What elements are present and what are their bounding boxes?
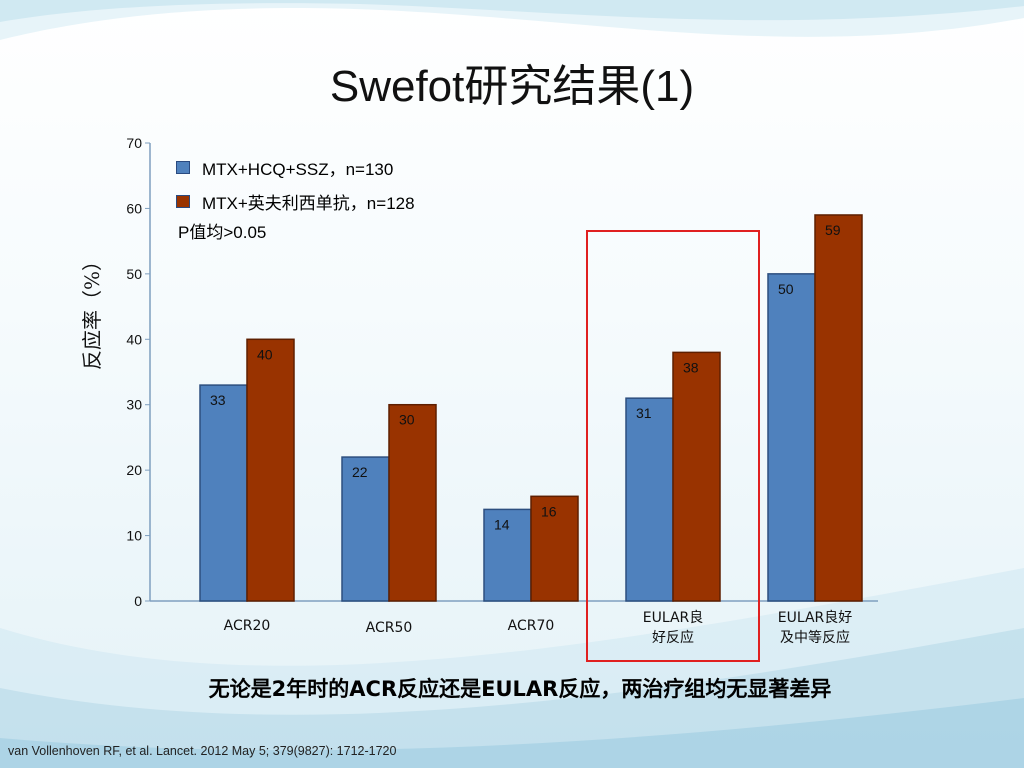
x-tick-label: 及中等反应 — [780, 629, 850, 646]
bar-1 — [625, 397, 674, 602]
data-label: 22 — [352, 464, 368, 480]
y-tick-label: 50 — [126, 266, 142, 282]
x-tick-label: EULAR良好 — [778, 610, 853, 626]
bar-2 — [530, 495, 579, 602]
bar-2 — [672, 351, 721, 602]
chart-legend: MTX+HCQ+SSZ，n=130 MTX+英夫利西单抗，n=128 P值均>0… — [176, 150, 415, 248]
y-tick-label: 70 — [126, 135, 142, 151]
legend-label-series1: MTX+HCQ+SSZ，n=130 — [202, 159, 394, 179]
y-tick-label: 0 — [134, 593, 142, 609]
x-tick-label: ACR70 — [508, 618, 555, 634]
y-tick-label: 30 — [126, 397, 142, 413]
y-axis-label: 反应率（%） — [80, 250, 104, 370]
highlight-box — [586, 230, 760, 662]
legend-swatch-series2 — [176, 194, 190, 208]
legend-label-series2: MTX+英夫利西单抗，n=128 — [202, 193, 415, 213]
data-label: 50 — [778, 281, 794, 297]
data-label: 33 — [210, 392, 226, 408]
bar-2 — [388, 403, 437, 602]
data-label: 38 — [683, 359, 699, 375]
x-tick-label: ACR20 — [224, 618, 271, 634]
y-tick-label: 10 — [126, 528, 142, 544]
data-label: 16 — [541, 503, 557, 519]
citation: van Vollenhoven RF, et al. Lancet. 2012 … — [8, 744, 397, 758]
page-title: Swefot研究结果(1) — [329, 62, 695, 111]
x-tick-label: ACR50 — [366, 620, 413, 636]
data-label: 40 — [257, 346, 273, 362]
bar-1 — [341, 456, 390, 602]
x-tick-label: EULAR良 — [643, 610, 704, 626]
y-tick-label: 60 — [126, 200, 142, 216]
legend-item-series1: MTX+HCQ+SSZ，n=130 — [176, 150, 415, 184]
bar-1 — [199, 384, 248, 602]
bar-1 — [483, 508, 532, 602]
data-label: 14 — [494, 516, 510, 532]
data-label: 59 — [825, 222, 841, 238]
data-label: 30 — [399, 412, 415, 428]
x-tick-label: 好反应 — [652, 629, 694, 646]
conclusion-text: 无论是2年时的ACR反应还是EULAR反应，两治疗组均无显著差异 — [208, 677, 832, 701]
y-tick-label: 40 — [126, 331, 142, 347]
data-label: 31 — [636, 405, 652, 421]
bar-2 — [246, 338, 295, 602]
legend-swatch-series1 — [176, 160, 190, 174]
bar-2 — [814, 214, 863, 602]
bar-1 — [767, 273, 816, 602]
legend-item-series2: MTX+英夫利西单抗，n=128 — [176, 184, 415, 218]
p-value-note: P值均>0.05 — [178, 223, 267, 242]
y-tick-label: 20 — [126, 462, 142, 478]
